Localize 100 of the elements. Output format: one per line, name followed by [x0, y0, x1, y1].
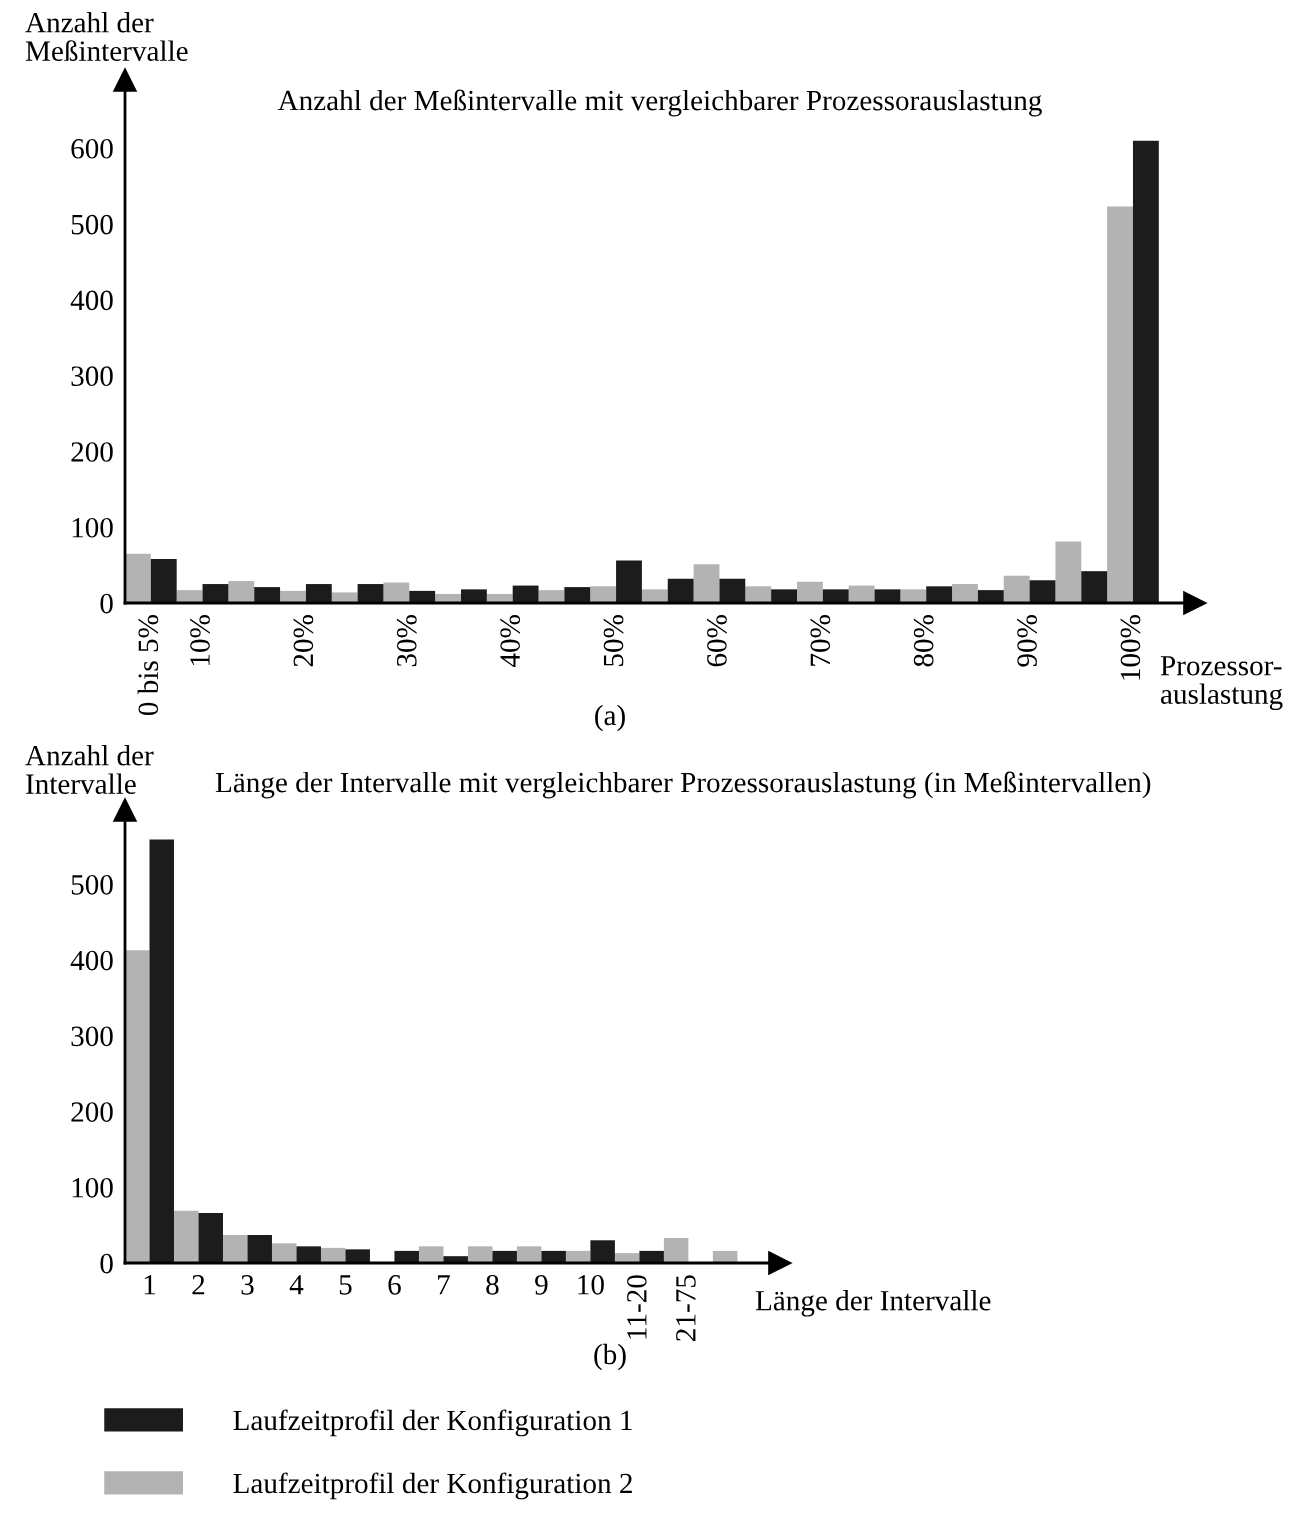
bar	[331, 592, 358, 603]
bar	[418, 1246, 444, 1263]
legend-label: Laufzeitprofil der Konfiguration 2	[233, 1472, 632, 1500]
x-tick-label: 40%	[500, 615, 521, 667]
y-axis-title: Anzahl der Meßintervalle	[25, 12, 188, 61]
y-tick-label: 300	[71, 1026, 113, 1047]
y-tick-label: 200	[71, 442, 113, 462]
x-tick-label: 4	[289, 1275, 304, 1295]
bar	[719, 578, 746, 603]
bar	[345, 1249, 370, 1263]
bar	[198, 1213, 223, 1263]
bar	[538, 590, 565, 603]
x-tick-label: 2	[192, 1275, 205, 1295]
bar	[176, 590, 203, 603]
bar	[745, 586, 772, 603]
bar	[926, 586, 953, 603]
y-tick-label: 500	[71, 214, 113, 235]
bar	[254, 587, 281, 603]
x-tick-label: 0 bis 5%	[137, 615, 159, 716]
bar	[443, 1256, 468, 1263]
bar	[641, 589, 668, 603]
bar	[822, 589, 849, 603]
bar	[280, 590, 306, 603]
bar	[614, 1253, 640, 1263]
x-tick-label: 3	[241, 1275, 254, 1295]
bar	[394, 1250, 419, 1263]
y-tick-label: 100	[72, 517, 113, 538]
bar	[512, 585, 539, 603]
x-tick-label: 6	[388, 1275, 401, 1295]
bar	[125, 950, 150, 1263]
x-tick-label: 80%	[913, 615, 934, 667]
y-tick-label: 100	[72, 1177, 113, 1198]
x-tick-label: 60%	[707, 615, 727, 667]
bar	[1107, 206, 1133, 603]
x-tick-label: 100%	[1120, 615, 1141, 680]
y-tick-label: 400	[70, 950, 113, 971]
bar	[357, 584, 384, 603]
bar	[848, 585, 875, 603]
x-axis-title: Prozessor- auslastung	[1160, 656, 1283, 711]
x-tick-label: 11-20	[627, 1275, 647, 1339]
bar	[1132, 140, 1159, 603]
bar	[467, 1246, 493, 1263]
x-tick-label: 21-75	[676, 1275, 696, 1341]
x-axis-title: Länge der Intervalle	[755, 1290, 991, 1317]
bar	[771, 589, 797, 603]
bar	[320, 1247, 346, 1263]
y-tick-label: 600	[71, 138, 113, 159]
bar	[202, 584, 229, 603]
x-tick-label: 5	[339, 1275, 352, 1295]
bar	[590, 1240, 615, 1263]
bar	[693, 564, 720, 603]
bar	[900, 589, 927, 603]
bar	[564, 587, 591, 603]
bar	[952, 584, 978, 603]
x-tick-label: 7	[438, 1275, 450, 1295]
bar	[296, 1246, 321, 1263]
bar	[616, 560, 642, 603]
bar	[590, 586, 617, 603]
bar	[173, 1210, 199, 1263]
x-tick-label: 70%	[810, 615, 831, 666]
bar	[1055, 541, 1082, 603]
legend-label: Laufzeitprofil der Konfiguration 1	[233, 1409, 632, 1437]
bar	[874, 589, 901, 603]
bar	[663, 1238, 689, 1263]
x-tick-label: 8	[486, 1274, 499, 1295]
y-tick-label: 0	[100, 1253, 113, 1274]
bar	[383, 582, 410, 603]
chart-title: Anzahl der Meßintervalle mit vergleichbarer Prozessorauslastung	[277, 89, 1042, 117]
bar	[1003, 575, 1030, 603]
bar	[639, 1250, 664, 1263]
bar	[1029, 580, 1056, 603]
bar	[796, 581, 823, 603]
x-tick-label: 20%	[293, 615, 314, 667]
text: (b)	[594, 1343, 626, 1371]
x-tick-label: 50%	[603, 615, 624, 666]
bar	[667, 578, 694, 603]
y-tick-label: 400	[70, 290, 113, 311]
bar	[222, 1234, 248, 1263]
text: (a)	[595, 704, 625, 732]
x-tick-label: 9	[535, 1275, 548, 1295]
bar	[460, 589, 487, 603]
y-tick-label: 0	[100, 593, 113, 614]
bar	[150, 559, 177, 603]
bar	[541, 1250, 566, 1263]
x-tick-label: 10	[578, 1274, 604, 1295]
bar	[1081, 571, 1108, 603]
bar	[271, 1243, 297, 1263]
bar	[305, 584, 332, 603]
bar	[492, 1250, 517, 1263]
x-tick-label: 1	[144, 1275, 156, 1295]
bar	[977, 590, 1004, 603]
y-axis-title: Anzahl der Intervalle	[25, 745, 154, 794]
y-tick-label: 500	[71, 874, 113, 895]
y-tick-label: 300	[71, 366, 113, 387]
bar	[247, 1234, 272, 1263]
bar	[125, 553, 151, 603]
y-tick-label: 200	[71, 1102, 113, 1122]
bar	[516, 1246, 542, 1263]
x-tick-label: 30%	[396, 615, 417, 667]
bar	[409, 590, 436, 603]
